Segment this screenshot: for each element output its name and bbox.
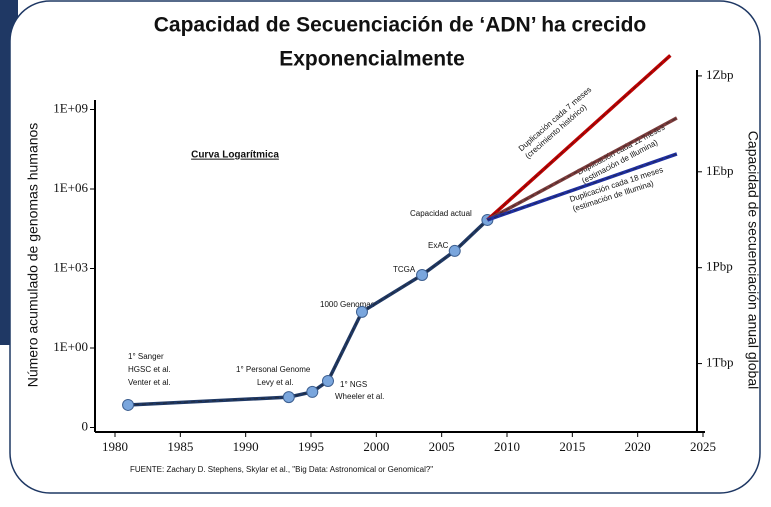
x-tick-label: 2005 [429, 439, 455, 454]
annotation: TCGA [393, 265, 416, 274]
data-point [321, 374, 334, 387]
annotation: Wheeler et al. [335, 392, 384, 401]
y-tick-label: 1E+03 [53, 259, 88, 274]
data-point [416, 268, 429, 281]
x-tick-label: 2025 [690, 439, 716, 454]
annotation: Venter et al. [128, 378, 171, 387]
source: FUENTE: Zachary D. Stephens, Skylar et a… [130, 465, 433, 474]
y-tick-label: 1E+09 [53, 100, 88, 115]
x-tick-label: 1990 [233, 439, 259, 454]
annotation: Capacidad actual [410, 209, 472, 218]
y-axis-label: Número acumulado de genomas humanos [25, 123, 41, 388]
y-tick-label: 0 [82, 418, 89, 433]
series-line-dash [487, 55, 671, 221]
y-tick-label: 1E+00 [53, 339, 88, 354]
annotation: 1° Personal Genome [236, 365, 311, 374]
x-tick-label: 2010 [494, 439, 520, 454]
data-point [282, 391, 295, 404]
y2-tick-label: 1Ebp [706, 163, 733, 178]
annotation: ExAC [428, 241, 449, 250]
annotation: HGSC et al. [128, 365, 171, 374]
data-point [122, 398, 135, 411]
curve-label: Curva Logarítmica [191, 150, 279, 161]
x-tick-label: 2000 [363, 439, 389, 454]
y2-tick-label: 1Tbp [706, 355, 733, 370]
chart-subtitle: Exponencialmente [279, 48, 465, 71]
x-tick-label: 2015 [559, 439, 585, 454]
x-tick-label: 1985 [167, 439, 193, 454]
y-tick-label: 1E+06 [53, 180, 88, 195]
data-point [448, 244, 461, 257]
annotation: 1° NGS [340, 380, 367, 389]
x-tick-label: 2020 [625, 439, 651, 454]
y2-axis-label: Capacidad de secuenciación anual global [745, 131, 761, 389]
annotation: Levy et al. [257, 378, 293, 387]
series-line-dash [487, 117, 678, 221]
annotation: 1° Sanger [128, 352, 164, 361]
frame [9, 0, 761, 494]
data-point [355, 305, 368, 318]
annotation: 1000 Genomas [320, 300, 375, 309]
x-tick-label: 1995 [298, 439, 324, 454]
y2-tick-label: 1Zbp [706, 67, 733, 82]
chart-title: Capacidad de Secuenciación de ‘ADN’ ha c… [154, 14, 647, 37]
data-point [306, 385, 319, 398]
x-tick-label: 1980 [102, 439, 128, 454]
y2-tick-label: 1Pbp [706, 259, 733, 274]
series-line-dash [487, 153, 678, 221]
